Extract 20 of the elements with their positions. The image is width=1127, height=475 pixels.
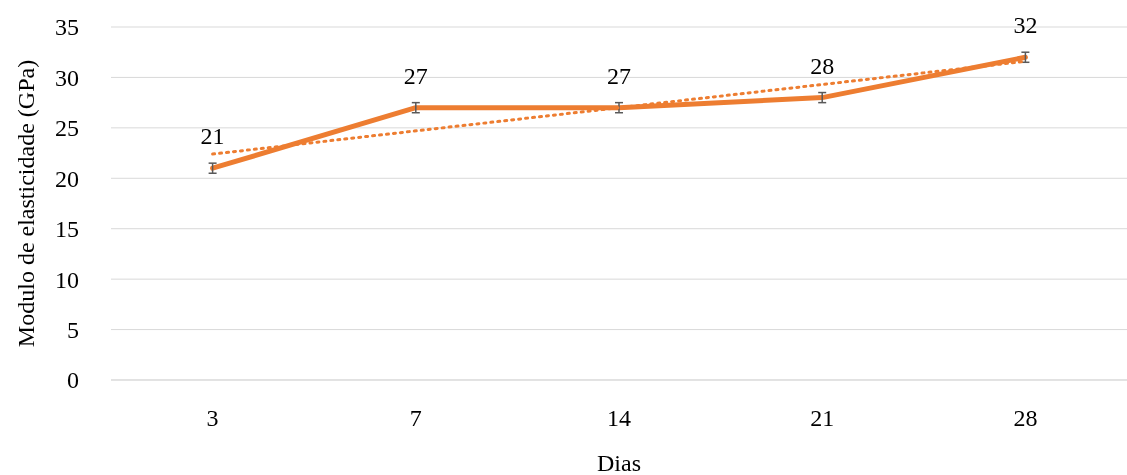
y-axis-title: Modulo de elasticidade (GPa)	[13, 59, 39, 348]
data-label: 27	[607, 62, 631, 89]
y-tick-label: 10	[55, 266, 79, 293]
data-label: 28	[810, 52, 835, 79]
data-label: 32	[1013, 12, 1038, 39]
data-label: 21	[200, 123, 225, 150]
y-tick-label: 0	[67, 367, 79, 394]
y-tick-label: 5	[67, 316, 79, 343]
x-tick-label: 21	[810, 405, 835, 431]
data-label: 27	[403, 62, 428, 89]
x-tick-label: 3	[206, 405, 219, 431]
x-axis-title: Dias	[597, 450, 641, 475]
y-tick-label: 15	[55, 216, 79, 243]
y-tick-label: 35	[55, 14, 79, 41]
y-tick-label: 20	[55, 165, 79, 192]
y-tick-label: 30	[55, 64, 79, 91]
x-tick-label: 7	[409, 405, 422, 431]
x-tick-label: 28	[1013, 405, 1038, 431]
y-tick-label: 25	[55, 115, 79, 142]
x-tick-label: 14	[607, 405, 631, 431]
